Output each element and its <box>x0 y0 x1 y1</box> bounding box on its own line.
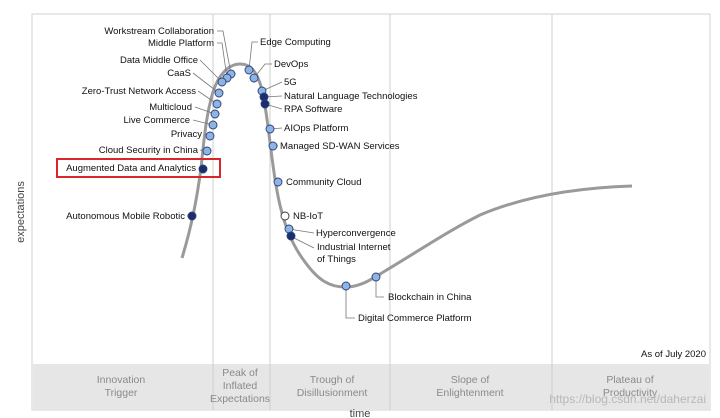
label-nb-iot: NB-IoT <box>293 211 323 222</box>
label-zero-trust-network-access: Zero-Trust Network Access <box>82 86 196 97</box>
phase-dividers <box>212 14 553 410</box>
marker-caas <box>214 88 224 98</box>
phase-trough-line1: Trough of <box>310 374 355 386</box>
marker-multicloud <box>210 109 220 119</box>
label-aiops-platform: AIOps Platform <box>284 123 348 134</box>
label-augmented-data-and-analytics: Augmented Data and Analytics <box>66 163 196 174</box>
y-axis-label: expectations <box>15 181 27 243</box>
marker-cloud-security-in-china <box>202 146 212 156</box>
phase-innovation-trigger-line2: Trigger <box>105 387 138 399</box>
technology-markers <box>187 65 381 291</box>
phase-peak-line3: Expectations <box>210 393 270 405</box>
label-workstream-collaboration: Workstream Collaboration <box>104 26 214 37</box>
phase-peak-line1: Peak of <box>222 367 258 379</box>
marker-data-middle-office <box>217 77 227 87</box>
label-middle-platform: Middle Platform <box>148 38 214 49</box>
label-devops: DevOps <box>274 59 309 70</box>
label-caas: CaaS <box>167 68 191 79</box>
label-autonomous-mobile-robotic: Autonomous Mobile Robotic <box>66 211 185 222</box>
marker-zero-trust-network-access <box>212 99 222 109</box>
label-managed-sd-wan-services: Managed SD-WAN Services <box>280 141 400 152</box>
phase-labels: Innovation Trigger Peak of Inflated Expe… <box>97 367 658 405</box>
marker-community-cloud <box>273 177 283 187</box>
marker-edge-computing <box>244 65 254 75</box>
phase-innovation-trigger-line1: Innovation <box>97 374 146 386</box>
label-cloud-security-in-china: Cloud Security in China <box>99 145 199 156</box>
hype-curve <box>180 62 633 289</box>
label-digital-commerce-platform: Digital Commerce Platform <box>358 313 472 324</box>
label-data-middle-office: Data Middle Office <box>120 55 198 66</box>
leader-lines <box>187 30 384 319</box>
label-rpa-software: RPA Software <box>284 104 342 115</box>
x-axis-label: time <box>350 408 371 418</box>
label-community-cloud: Community Cloud <box>286 177 362 188</box>
marker-augmented-data-and-analytics <box>198 164 208 174</box>
marker-nb-iot <box>280 211 290 221</box>
label-live-commerce: Live Commerce <box>123 115 190 126</box>
marker-blockchain-in-china <box>371 272 381 282</box>
label-natural-language-technologies: Natural Language Technologies <box>284 91 418 102</box>
marker-managed-sd-wan-services <box>268 141 278 151</box>
phase-slope-line1: Slope of <box>451 374 490 386</box>
label-blockchain-in-china: Blockchain in China <box>388 292 472 303</box>
label-5g: 5G <box>284 77 297 88</box>
label-multicloud: Multicloud <box>149 102 192 113</box>
marker-devops <box>249 73 259 83</box>
phase-plateau-line1: Plateau of <box>606 374 653 386</box>
marker-privacy <box>205 131 215 141</box>
label-hyperconvergence: Hyperconvergence <box>316 228 396 239</box>
phase-trough-line2: Disillusionment <box>297 387 368 399</box>
as-of-date: As of July 2020 <box>641 349 706 360</box>
phase-peak-line2: Inflated <box>223 380 258 392</box>
label-industrial-internet-of-things-line1: Industrial Internet <box>317 242 391 253</box>
label-edge-computing: Edge Computing <box>260 37 331 48</box>
phase-band <box>33 364 709 410</box>
phase-plateau-line2: Productivity <box>603 387 658 399</box>
marker-digital-commerce-platform <box>341 281 351 291</box>
phase-slope-line2: Enlightenment <box>436 387 503 399</box>
marker-industrial-internet-of-things <box>286 231 296 241</box>
marker-rpa-software <box>260 99 270 109</box>
technology-labels: Workstream Collaboration Middle Platform… <box>66 26 472 324</box>
label-privacy: Privacy <box>171 129 202 140</box>
watermark: https://blog.csdn.net/daherzai <box>549 392 706 406</box>
marker-aiops-platform <box>265 124 275 134</box>
marker-autonomous-mobile-robotic <box>187 211 197 221</box>
label-industrial-internet-of-things-line2: of Things <box>317 254 356 265</box>
highlight-box <box>56 158 221 178</box>
marker-live-commerce <box>208 120 218 130</box>
